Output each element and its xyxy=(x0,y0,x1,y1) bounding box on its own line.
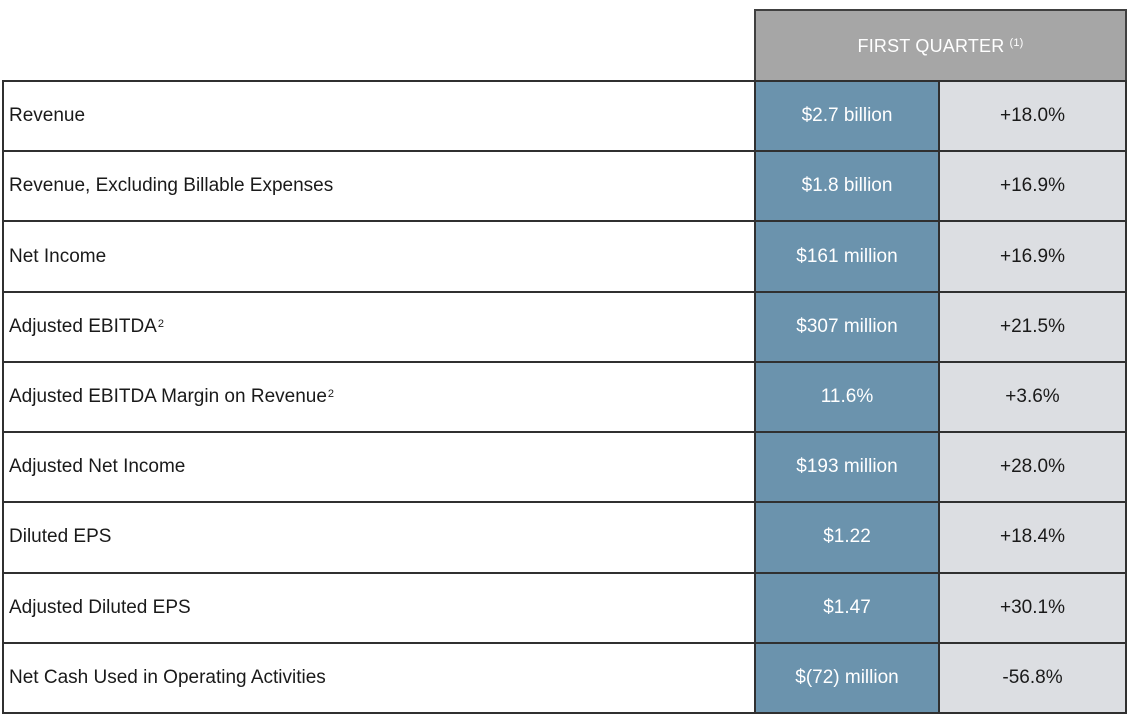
row-change: +21.5% xyxy=(940,292,1125,361)
table-row: Adjusted EBITDA 2 $307 million +21.5% xyxy=(4,290,1125,361)
row-label: Net Cash Used in Operating Activities xyxy=(4,643,754,712)
row-change: +28.0% xyxy=(940,433,1125,502)
row-label: Net Income xyxy=(4,222,754,291)
row-change: +3.6% xyxy=(940,362,1125,432)
row-value: $(72) million xyxy=(754,643,940,712)
row-value: 11.6% xyxy=(754,362,940,432)
table-row: Revenue $2.7 billion +18.0% xyxy=(4,82,1125,151)
row-value: $193 million xyxy=(754,433,940,502)
table-row: Revenue, Excluding Billable Expenses $1.… xyxy=(4,150,1125,221)
header-footnote: (1) xyxy=(1009,37,1024,49)
table-row: Net Income $161 million +16.9% xyxy=(4,220,1125,291)
header-title: FIRST QUARTER xyxy=(857,35,1005,56)
table-row: Net Cash Used in Operating Activities $(… xyxy=(4,641,1125,712)
row-change: +16.9% xyxy=(940,152,1125,221)
table-row: Adjusted EBITDA Margin on Revenue 2 11.6%… xyxy=(4,360,1125,432)
row-value: $1.8 billion xyxy=(754,152,940,221)
table-row: Diluted EPS $1.22 +18.4% xyxy=(4,501,1125,572)
row-value: $1.47 xyxy=(754,573,940,642)
row-label: Diluted EPS xyxy=(4,503,754,572)
row-value: $161 million xyxy=(754,222,940,291)
row-label: Adjusted EBITDA 2 xyxy=(4,292,754,361)
row-label: Revenue, Excluding Billable Expenses xyxy=(4,152,754,221)
row-change: +18.0% xyxy=(940,82,1125,151)
row-label: Adjusted Diluted EPS xyxy=(4,573,754,642)
row-label: Adjusted EBITDA Margin on Revenue 2 xyxy=(4,362,754,432)
table-row: Adjusted Diluted EPS $1.47 +30.1% xyxy=(4,571,1125,642)
row-value: $1.22 xyxy=(754,503,940,572)
row-value: $2.7 billion xyxy=(754,82,940,151)
row-change: +16.9% xyxy=(940,222,1125,291)
row-change: -56.8% xyxy=(940,643,1125,712)
table-row: Adjusted Net Income $193 million +28.0% xyxy=(4,431,1125,502)
row-label: Revenue xyxy=(4,82,754,151)
row-value: $307 million xyxy=(754,292,940,361)
row-change: +18.4% xyxy=(940,503,1125,572)
financial-summary-table: Revenue $2.7 billion +18.0% Revenue, Exc… xyxy=(2,80,1127,714)
row-label: Adjusted Net Income xyxy=(4,433,754,502)
row-change: +30.1% xyxy=(940,573,1125,642)
first-quarter-header: FIRST QUARTER (1) xyxy=(754,9,1127,81)
